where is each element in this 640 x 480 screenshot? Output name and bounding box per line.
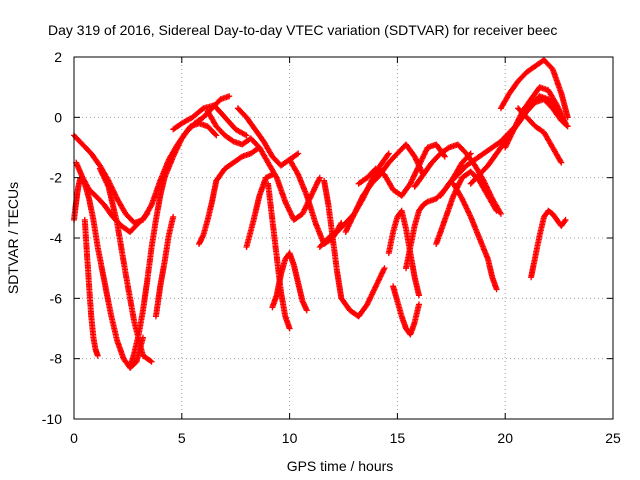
data-point — [294, 151, 300, 158]
x-tick-label: 5 — [178, 430, 186, 446]
x-tick-label: 25 — [605, 430, 621, 446]
series-s3 — [71, 174, 146, 371]
x-axis-label: GPS time / hours — [287, 458, 394, 474]
data-point — [269, 171, 276, 178]
data-point — [295, 150, 302, 157]
x-tick-label: 20 — [497, 430, 513, 446]
y-tick-label: -6 — [50, 290, 63, 306]
chart-title: Day 319 of 2016, Sidereal Day-to-day VTE… — [48, 22, 557, 38]
series-s7 — [152, 213, 177, 320]
data-point — [212, 131, 219, 138]
series-s13 — [265, 180, 293, 332]
grid — [74, 57, 613, 419]
data-point — [170, 213, 177, 220]
y-tick-label: 0 — [54, 109, 62, 125]
y-tick-label: 2 — [54, 49, 62, 65]
x-tick-labels: 0 5 10 15 20 25 — [70, 430, 621, 446]
series-s4 — [81, 216, 101, 359]
series-s11 — [234, 105, 302, 169]
series-s12 — [243, 171, 276, 250]
data-point — [80, 179, 87, 186]
x-tick-label: 15 — [390, 430, 406, 446]
data-point — [199, 233, 206, 240]
data-point — [243, 132, 250, 139]
data-point — [143, 212, 150, 218]
series-s9 — [196, 144, 263, 247]
data-point — [144, 210, 151, 217]
y-tick-label: -8 — [50, 351, 63, 367]
y-tick-label: -10 — [42, 411, 62, 427]
data-point — [94, 352, 101, 359]
data-point — [226, 93, 233, 100]
data-point — [316, 174, 323, 181]
series-s6 — [127, 120, 220, 371]
data-point — [213, 132, 220, 139]
data-marks — [71, 57, 571, 371]
y-tick-label: -2 — [50, 170, 63, 186]
y-tick-label: -4 — [50, 230, 63, 246]
x-tick-label: 10 — [282, 430, 298, 446]
x-tick-label: 0 — [70, 430, 78, 446]
series-s31 — [528, 207, 569, 281]
data-point — [148, 358, 155, 365]
series-s10 — [204, 108, 323, 223]
y-tick-labels: -10 -8 -6 -4 -2 0 2 — [42, 49, 62, 427]
data-point — [147, 357, 154, 364]
series-s5 — [96, 165, 155, 365]
series-s8 — [170, 102, 250, 139]
y-axis-label: SDTVAR / TECUs — [5, 182, 21, 294]
data-point — [314, 178, 321, 185]
